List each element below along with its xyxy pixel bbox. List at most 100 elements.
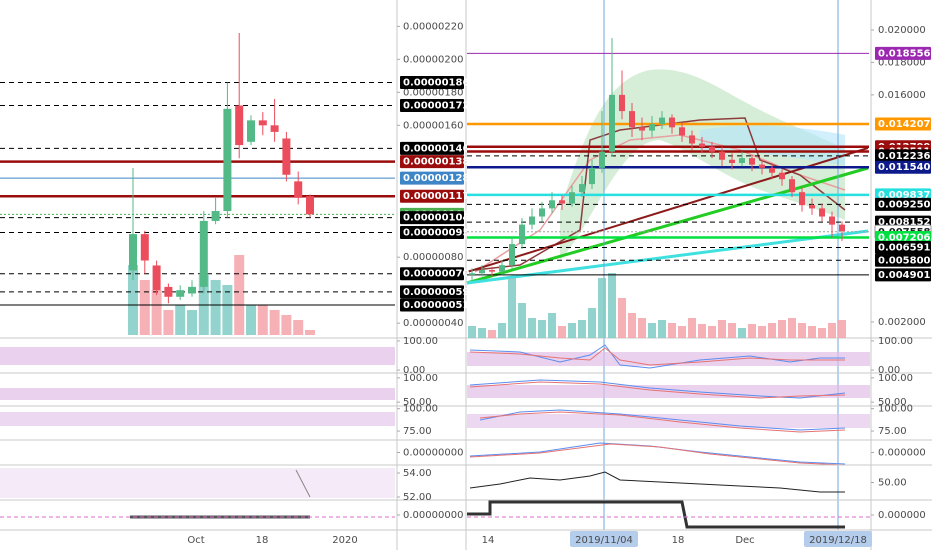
pane-tick-label: 0.000000: [878, 510, 926, 521]
candle-body: [282, 138, 291, 175]
indicator-line: [469, 381, 846, 399]
price-badge-label: 0.00000128: [403, 173, 469, 184]
candle-body: [247, 120, 255, 142]
candle-body: [709, 146, 715, 152]
price-badge-label: 0.007206: [878, 233, 931, 244]
price-badge-label: 0.00000117: [403, 191, 469, 202]
volume-bar: [618, 298, 626, 338]
price-badge-label: 0.00000138: [403, 157, 469, 168]
volume-bar: [738, 328, 746, 338]
trend-line-green: [466, 166, 869, 285]
price-badge-label: 0.00000104: [403, 213, 469, 224]
candle-body: [211, 211, 220, 221]
time-axis-label: 2020: [332, 535, 357, 546]
price-badge: [875, 197, 931, 211]
candle-body: [579, 184, 585, 193]
price-badge: [875, 46, 931, 60]
price-badge: [400, 189, 464, 203]
time-axis-label: Dec: [735, 535, 754, 546]
volume-bar: [246, 305, 256, 335]
candle-body: [188, 286, 196, 294]
pane-tick-label: 100.00: [403, 336, 438, 347]
candle-body: [539, 208, 545, 217]
price-badge-label: 0.00000051: [403, 300, 469, 311]
volume-bar: [518, 303, 526, 338]
date-badge: [804, 531, 872, 547]
pane-tick-label: 0.000000: [878, 448, 926, 459]
candle-body: [809, 205, 815, 209]
price-badge-label: 0.014207: [878, 119, 931, 130]
pane-tick-label: 100.00: [878, 336, 913, 347]
pane-tick-label: 75.00: [403, 426, 432, 437]
candle-body: [609, 94, 615, 152]
pane-tick-label: 0.00000000: [403, 448, 463, 459]
volume-bar: [728, 323, 736, 338]
candle-body: [759, 164, 765, 168]
candle-body: [629, 111, 635, 128]
price-tick-label: 0.020000: [878, 25, 926, 36]
price-badge-label: 0.009837: [878, 190, 931, 201]
price-tick-label: 0.00000220: [403, 21, 463, 32]
volume-bar: [768, 323, 776, 338]
candle-body: [529, 216, 535, 225]
pane-tick-label: 0.00: [403, 365, 425, 376]
volume-bar: [778, 320, 786, 338]
price-badge: [400, 99, 464, 113]
candle-body: [699, 143, 705, 147]
price-tick-label: 0.016000: [878, 90, 926, 101]
price-badge-label: 0.009250: [878, 199, 931, 210]
candle-body: [235, 105, 244, 146]
candle-body: [819, 208, 825, 217]
candle-body: [679, 127, 685, 136]
volume-bar: [281, 315, 292, 335]
volume-bar: [528, 318, 536, 338]
volume-bar: [257, 305, 268, 335]
time-axis-label: 14: [482, 535, 495, 546]
candle-body: [479, 270, 485, 274]
volume-bar: [698, 324, 706, 338]
volume-bar: [818, 328, 826, 338]
volume-bar: [210, 280, 221, 335]
price-badge-label: 0.005800: [878, 255, 931, 266]
volume-bar: [708, 326, 716, 338]
price-tick-label: 0.00000180: [403, 87, 463, 98]
price-badge: [400, 225, 464, 239]
candle-body: [306, 196, 314, 215]
volume-bar: [628, 313, 636, 338]
candle-body: [499, 265, 505, 272]
volume-bar: [658, 320, 666, 338]
candle-body: [559, 200, 565, 204]
candle-body: [599, 151, 605, 168]
indicator-line: [295, 469, 311, 498]
price-badge-label: 0.011540: [878, 162, 931, 173]
volume-bar: [758, 326, 766, 338]
candle-body: [519, 224, 525, 245]
candle-body: [589, 167, 595, 185]
candle-body: [669, 117, 675, 128]
candle-body: [839, 224, 845, 232]
price-tick-label: 0.002000: [878, 317, 926, 328]
candle-body: [769, 167, 775, 173]
indicator-line: [469, 471, 845, 493]
candle-body: [729, 159, 735, 163]
volume-bar: [163, 310, 174, 335]
price-badge-label: 0.00000095: [403, 227, 469, 238]
volume-bar: [828, 323, 836, 338]
candle-body: [829, 216, 835, 225]
volume-bar: [488, 330, 496, 338]
price-badge: [400, 285, 464, 299]
pane-tick-label: 100.00: [403, 373, 438, 384]
price-badge: [400, 211, 464, 225]
volume-bar: [678, 326, 686, 338]
volume-bar: [718, 320, 726, 338]
cloud-blue: [700, 125, 845, 165]
candle-body: [789, 179, 795, 193]
candle-body: [549, 200, 555, 209]
volume-bar: [548, 313, 556, 338]
pane-tick-label: 50.00: [878, 478, 907, 489]
candle-body: [569, 192, 575, 204]
candle-body: [223, 108, 232, 212]
candle-body: [469, 273, 475, 275]
price-badge: [875, 160, 931, 174]
